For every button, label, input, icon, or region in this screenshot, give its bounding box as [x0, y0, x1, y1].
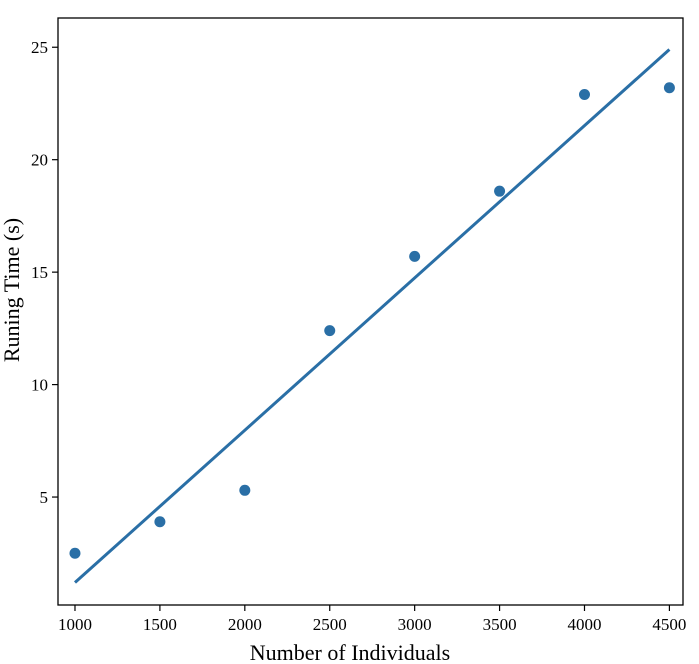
data-points-layer	[69, 82, 675, 559]
data-point	[409, 250, 421, 262]
data-point	[154, 516, 166, 528]
data-point	[578, 88, 590, 100]
trend-line	[73, 48, 671, 584]
trend-line-layer	[73, 48, 671, 584]
x-tick-label: 4000	[567, 615, 601, 634]
y-tick-label: 15	[31, 263, 48, 282]
y-tick-label: 5	[40, 488, 49, 507]
x-axis: 1000 1500 2000 2500 3000 3500 4000 4500	[58, 605, 686, 634]
data-point	[69, 547, 81, 559]
data-point	[324, 325, 336, 337]
x-axis-title: Number of Individuals	[250, 640, 450, 664]
x-tick-label: 3500	[483, 615, 517, 634]
plot-area-frame	[57, 17, 684, 606]
x-tick-label: 1000	[58, 615, 92, 634]
x-tick-label: 2500	[313, 615, 347, 634]
x-tick-label: 2000	[228, 615, 262, 634]
y-tick-label: 25	[31, 38, 48, 57]
x-tick-label: 3000	[398, 615, 432, 634]
data-point	[239, 484, 251, 496]
x-tick-label: 4500	[652, 615, 686, 634]
y-tick-label: 10	[31, 376, 48, 395]
y-axis-title: Runing Time (s)	[0, 218, 24, 362]
data-point	[494, 185, 506, 197]
x-tick-label: 1500	[143, 615, 177, 634]
y-tick-label: 20	[31, 151, 48, 170]
data-point	[663, 82, 675, 94]
y-axis: 5 10 15 20 25	[31, 38, 58, 507]
